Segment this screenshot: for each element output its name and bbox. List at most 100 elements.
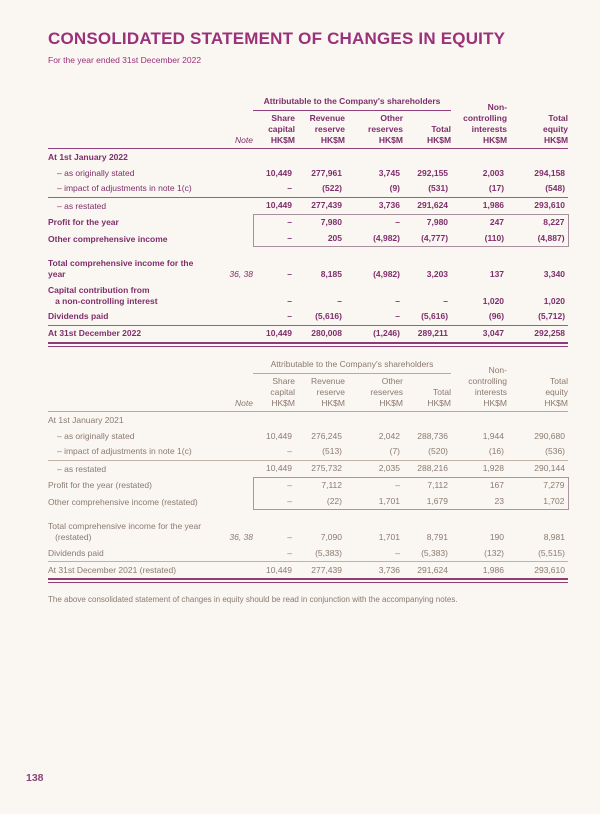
value-cell: 3,047	[451, 324, 508, 344]
row-label: Capital contribution from a non-controll…	[48, 284, 158, 306]
row-label: At 1st January 2022	[48, 151, 128, 162]
note-column-header: Note	[208, 93, 253, 150]
value-cell: 10,449	[266, 430, 292, 441]
value-cell: 7,112	[403, 476, 451, 494]
value-cell: 7,980	[403, 213, 452, 231]
row-label: – as restated	[57, 463, 107, 474]
column-header-non-controlling-interests: Non- controlling interests HK$M	[451, 93, 508, 150]
value-cell: 277,439	[295, 561, 345, 580]
double-rule-cell	[48, 578, 568, 583]
value-cell: 2,003	[482, 167, 505, 178]
value-cell	[295, 412, 345, 428]
value-cell: 10,449	[266, 200, 292, 211]
table-total-row: At 31st December 2021 (restated) 10,449 27…	[48, 561, 568, 580]
value-cell: 1,944	[482, 430, 504, 441]
value-cell: 247	[451, 213, 508, 231]
row-label: Dividends paid	[48, 308, 208, 326]
column-header-total: Total HK$M	[403, 110, 452, 150]
value-cell: 277,439	[311, 200, 342, 211]
table-header-row: Note Attributable to the Company's share…	[48, 356, 568, 413]
value-cell: 3,745	[378, 167, 400, 178]
value-cell: 1,986	[482, 200, 505, 211]
table-row: – as restated 10,449 277,439 3,736 291,624 1,…	[48, 197, 568, 214]
value-cell: 8,791	[426, 531, 448, 542]
value-cell: 1,679	[403, 493, 451, 511]
value-cell: (7)	[345, 443, 403, 461]
row-label: – impact of adjustments in note 1(c)	[48, 443, 208, 461]
value-cell: 167	[451, 476, 507, 494]
table-header-row: Note Attributable to the Company's share…	[48, 93, 569, 150]
value-cell: 276,245	[311, 430, 342, 441]
value-cell: (522)	[295, 180, 345, 198]
value-cell: 2,035	[378, 463, 400, 474]
note-cell	[208, 165, 253, 181]
value-cell: (132)	[451, 545, 507, 563]
value-cell: 7,112	[295, 476, 345, 494]
column-header-total-equity: Total equity HK$M	[507, 93, 569, 150]
note-cell	[208, 561, 253, 580]
table-row: – as originally stated 10,449 276,245 2,042…	[48, 428, 568, 444]
note-column-header: Note	[208, 356, 253, 413]
row-label: Profit for the year (restated)	[48, 480, 152, 491]
value-cell: –	[395, 295, 400, 306]
value-cell: (5,616)	[403, 308, 452, 326]
spacer-row	[48, 247, 568, 256]
value-cell	[507, 149, 568, 165]
value-cell: 2,042	[378, 430, 400, 441]
value-cell	[451, 149, 507, 165]
value-cell: 275,732	[311, 463, 342, 474]
value-cell: 7,980	[295, 213, 345, 231]
note-cell	[208, 412, 253, 428]
value-cell: (536)	[507, 443, 568, 461]
page-number: 138	[26, 772, 44, 784]
value-cell: 1,020	[482, 295, 505, 306]
value-cell: –	[253, 443, 295, 461]
value-cell: –	[337, 295, 342, 306]
double-rule-row	[48, 342, 569, 347]
row-label: At 31st December 2021 (restated)	[48, 561, 208, 580]
value-cell	[253, 412, 295, 428]
value-cell: 289,211	[403, 324, 452, 344]
page-title: CONSOLIDATED STATEMENT OF CHANGES IN EQU…	[48, 29, 506, 48]
table-row: Profit for the year –7,980–7,980 247 8,227	[48, 213, 569, 231]
value-cell	[403, 412, 451, 428]
column-header-revenue-reserve: Revenue reserve HK$M	[295, 373, 345, 413]
column-header-revenue-reserve: Revenue reserve HK$M	[295, 110, 345, 150]
shareholders-span-header: Attributable to the Company's shareholde…	[253, 93, 452, 111]
value-cell: 293,610	[534, 200, 566, 211]
value-cell: –	[252, 493, 295, 511]
value-cell: 190	[489, 531, 504, 542]
note-cell	[208, 197, 253, 214]
value-cell: (4,982)	[345, 230, 403, 248]
value-cell: (5,515)	[507, 545, 568, 563]
value-cell: (22)	[295, 493, 345, 511]
page-content: CONSOLIDATED STATEMENT OF CHANGES IN EQU…	[48, 29, 569, 604]
row-label: Dividends paid	[48, 545, 208, 563]
row-label: Other comprehensive income (restated)	[48, 496, 198, 507]
note-cell	[208, 494, 253, 510]
value-cell	[253, 149, 295, 165]
value-cell: 1,702	[507, 493, 569, 511]
value-cell	[451, 412, 507, 428]
value-cell: 10,449	[253, 561, 295, 580]
page-subtitle: For the year ended 31st December 2022	[48, 54, 202, 65]
value-cell: 7,090	[320, 531, 342, 542]
note-cell	[208, 324, 253, 344]
value-cell: (4,887)	[507, 230, 569, 248]
value-cell: (513)	[295, 443, 345, 461]
value-cell: 10,449	[266, 463, 292, 474]
value-cell: 3,203	[426, 268, 449, 279]
value-cell: 291,624	[417, 200, 449, 211]
value-cell: (531)	[403, 180, 452, 198]
value-cell: 1,020	[543, 295, 566, 306]
value-cell: 290,680	[534, 430, 565, 441]
row-label: Total comprehensive income for the year …	[48, 520, 202, 542]
note-cell	[208, 149, 253, 165]
value-cell: (4,982)	[373, 268, 400, 279]
value-cell: 294,158	[534, 167, 566, 178]
table-row: Capital contribution from a non-controll…	[48, 282, 568, 309]
spacer-cell	[48, 247, 568, 256]
spacer-row	[48, 510, 568, 519]
value-cell: 8,227	[507, 213, 569, 231]
